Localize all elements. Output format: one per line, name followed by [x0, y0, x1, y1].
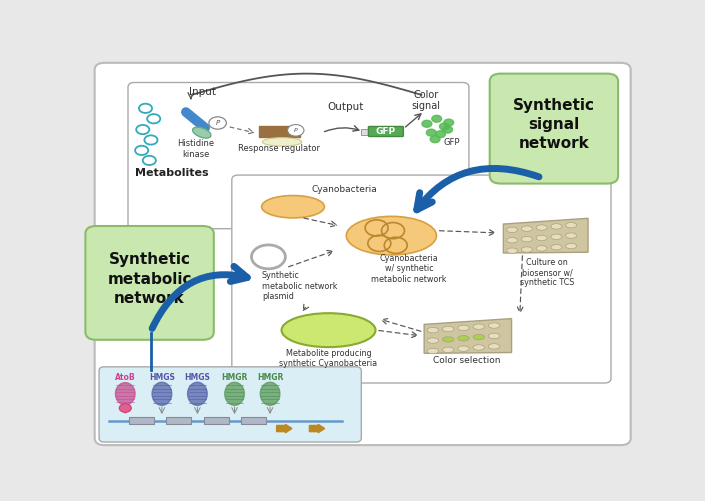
Ellipse shape [443, 337, 454, 342]
Bar [204, 417, 229, 424]
Text: Metabolite producing
synthetic Cyanobacteria: Metabolite producing synthetic Cyanobact… [279, 349, 378, 368]
Ellipse shape [473, 324, 484, 329]
Bar [241, 417, 266, 424]
Polygon shape [424, 319, 512, 353]
Ellipse shape [489, 344, 500, 349]
Text: P: P [216, 120, 220, 126]
Ellipse shape [458, 336, 470, 341]
Text: Input: Input [189, 87, 216, 97]
Ellipse shape [507, 237, 517, 243]
Circle shape [209, 117, 226, 129]
Ellipse shape [427, 328, 439, 333]
Circle shape [436, 131, 446, 138]
Bar [259, 126, 300, 136]
Ellipse shape [473, 334, 484, 340]
Ellipse shape [473, 345, 484, 350]
Ellipse shape [188, 382, 207, 405]
Text: Cyanobacteria
w/ synthetic
metabolic network: Cyanobacteria w/ synthetic metabolic net… [371, 254, 446, 284]
Circle shape [430, 136, 440, 143]
Text: Culture on
biosensor w/
synthetic TCS: Culture on biosensor w/ synthetic TCS [520, 258, 575, 288]
FancyBboxPatch shape [85, 226, 214, 340]
Text: HMGR: HMGR [221, 373, 247, 382]
FancyBboxPatch shape [128, 83, 469, 228]
Ellipse shape [507, 248, 517, 254]
Text: HMGS: HMGS [185, 373, 210, 382]
Ellipse shape [537, 245, 547, 251]
Text: Synthetic
signal
network: Synthetic signal network [513, 98, 595, 151]
Ellipse shape [551, 244, 562, 250]
Circle shape [439, 123, 449, 130]
Text: GFP: GFP [443, 138, 460, 147]
FancyArrow shape [309, 424, 325, 433]
Circle shape [422, 120, 431, 127]
Text: HMGR: HMGR [257, 373, 283, 382]
Text: P: P [294, 128, 298, 133]
Text: Synthetic
metabolic network
plasmid: Synthetic metabolic network plasmid [262, 271, 338, 301]
Text: Histidine
kinase: Histidine kinase [177, 139, 214, 159]
Ellipse shape [522, 226, 532, 231]
Ellipse shape [152, 382, 172, 405]
Ellipse shape [551, 234, 562, 239]
Ellipse shape [565, 243, 577, 249]
Bar [129, 417, 154, 424]
FancyBboxPatch shape [94, 63, 631, 445]
Ellipse shape [225, 382, 245, 405]
FancyBboxPatch shape [369, 126, 403, 136]
Ellipse shape [565, 222, 577, 228]
Text: Output: Output [328, 102, 364, 112]
Text: Color selection: Color selection [433, 356, 501, 365]
Ellipse shape [281, 313, 376, 347]
Ellipse shape [458, 346, 470, 351]
Text: GFP: GFP [376, 127, 396, 136]
Ellipse shape [489, 323, 500, 328]
Text: AtoB: AtoB [115, 373, 135, 382]
Bar [166, 417, 191, 424]
Polygon shape [503, 218, 588, 253]
Ellipse shape [565, 233, 577, 238]
FancyArrowPatch shape [186, 112, 205, 128]
Ellipse shape [192, 127, 211, 138]
Ellipse shape [537, 225, 547, 230]
FancyArrow shape [276, 424, 292, 433]
Text: HMGS: HMGS [149, 373, 175, 382]
Ellipse shape [427, 338, 439, 343]
Ellipse shape [458, 325, 470, 331]
Ellipse shape [116, 383, 135, 405]
Text: Synthetic
metabolic
network: Synthetic metabolic network [107, 253, 192, 306]
Ellipse shape [489, 333, 500, 339]
Ellipse shape [522, 247, 532, 252]
Ellipse shape [427, 348, 439, 354]
Circle shape [427, 129, 436, 136]
Ellipse shape [119, 404, 131, 412]
Circle shape [443, 126, 453, 133]
FancyBboxPatch shape [232, 175, 611, 383]
Ellipse shape [260, 382, 280, 405]
Text: Color
signal: Color signal [411, 90, 441, 111]
Ellipse shape [262, 195, 324, 218]
Ellipse shape [522, 236, 532, 242]
Circle shape [431, 115, 441, 122]
Text: Cyanobacteria: Cyanobacteria [311, 185, 376, 194]
FancyBboxPatch shape [490, 74, 618, 183]
Ellipse shape [262, 138, 302, 146]
Ellipse shape [443, 326, 454, 332]
Text: Metabolites: Metabolites [135, 168, 208, 178]
FancyBboxPatch shape [99, 367, 362, 442]
Text: Response regulator: Response regulator [238, 144, 320, 153]
Circle shape [288, 125, 304, 136]
Ellipse shape [551, 223, 562, 229]
Bar [362, 129, 369, 135]
Ellipse shape [346, 216, 436, 255]
Circle shape [444, 119, 453, 126]
Ellipse shape [537, 235, 547, 240]
Ellipse shape [443, 347, 454, 353]
Ellipse shape [507, 227, 517, 232]
